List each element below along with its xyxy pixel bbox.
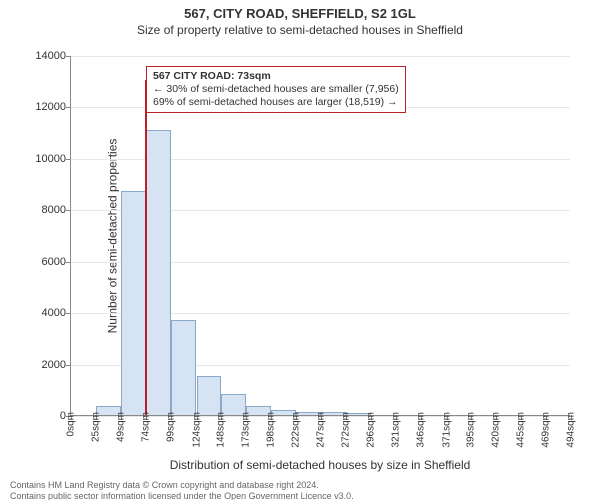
x-tick-label: 395sqm [465, 412, 476, 448]
plot: Number of semi-detached properties 02000… [70, 56, 570, 416]
footer: Contains HM Land Registry data © Crown c… [10, 480, 590, 500]
x-tick-label: 198sqm [266, 412, 277, 448]
x-tick-label: 296sqm [365, 412, 376, 448]
x-tick-label: 173sqm [241, 412, 252, 448]
x-tick-label: 469sqm [540, 412, 551, 448]
x-tick-label: 494sqm [566, 412, 577, 448]
x-tick-label: 371sqm [441, 412, 452, 448]
annotation-line3: 69% of semi-detached houses are larger (… [153, 96, 399, 109]
bar-border [197, 376, 221, 415]
x-tick-label: 0sqm [66, 412, 77, 436]
x-tick-label: 49sqm [115, 412, 126, 442]
annotation-box: 567 CITY ROAD: 73sqm ← 30% of semi-detac… [146, 66, 406, 113]
bar [171, 320, 196, 415]
y-tick-label: 14000 [21, 50, 66, 62]
y-tick-label: 6000 [21, 256, 66, 268]
footer-line2: Contains public sector information licen… [10, 491, 590, 500]
annotation-line2: ← 30% of semi-detached houses are smalle… [153, 83, 399, 96]
x-tick-label: 74sqm [140, 412, 151, 442]
bar-border [121, 191, 146, 415]
x-tick-label: 247sqm [316, 412, 327, 448]
x-tick-label: 222sqm [290, 412, 301, 448]
y-tick-label: 2000 [21, 359, 66, 371]
x-tick-label: 445sqm [516, 412, 527, 448]
x-tick-label: 346sqm [416, 412, 427, 448]
y-tick-label: 0 [21, 410, 66, 422]
chart-area: Number of semi-detached properties 02000… [70, 56, 570, 416]
y-tick-label: 12000 [21, 101, 66, 113]
x-tick-label: 148sqm [215, 412, 226, 448]
bar-border [146, 130, 171, 415]
y-tick-label: 10000 [21, 153, 66, 165]
bar-border [171, 320, 196, 415]
x-tick-label: 99sqm [166, 412, 177, 442]
x-tick-label: 420sqm [491, 412, 502, 448]
page-title: 567, CITY ROAD, SHEFFIELD, S2 1GL [0, 6, 600, 21]
x-tick-label: 124sqm [191, 412, 202, 448]
bar [121, 191, 146, 415]
page-subtitle: Size of property relative to semi-detach… [0, 23, 600, 37]
bar [146, 130, 171, 415]
x-tick-label: 272sqm [341, 412, 352, 448]
y-tick-label: 4000 [21, 307, 66, 319]
x-tick-label: 321sqm [390, 412, 401, 448]
x-axis-label: Distribution of semi-detached houses by … [70, 458, 570, 472]
y-tick-label: 8000 [21, 204, 66, 216]
annotation-line1: 567 CITY ROAD: 73sqm [153, 70, 399, 83]
footer-line1: Contains HM Land Registry data © Crown c… [10, 480, 590, 491]
property-marker-line [145, 80, 147, 415]
bar [197, 376, 221, 415]
x-tick-label: 25sqm [91, 412, 102, 442]
